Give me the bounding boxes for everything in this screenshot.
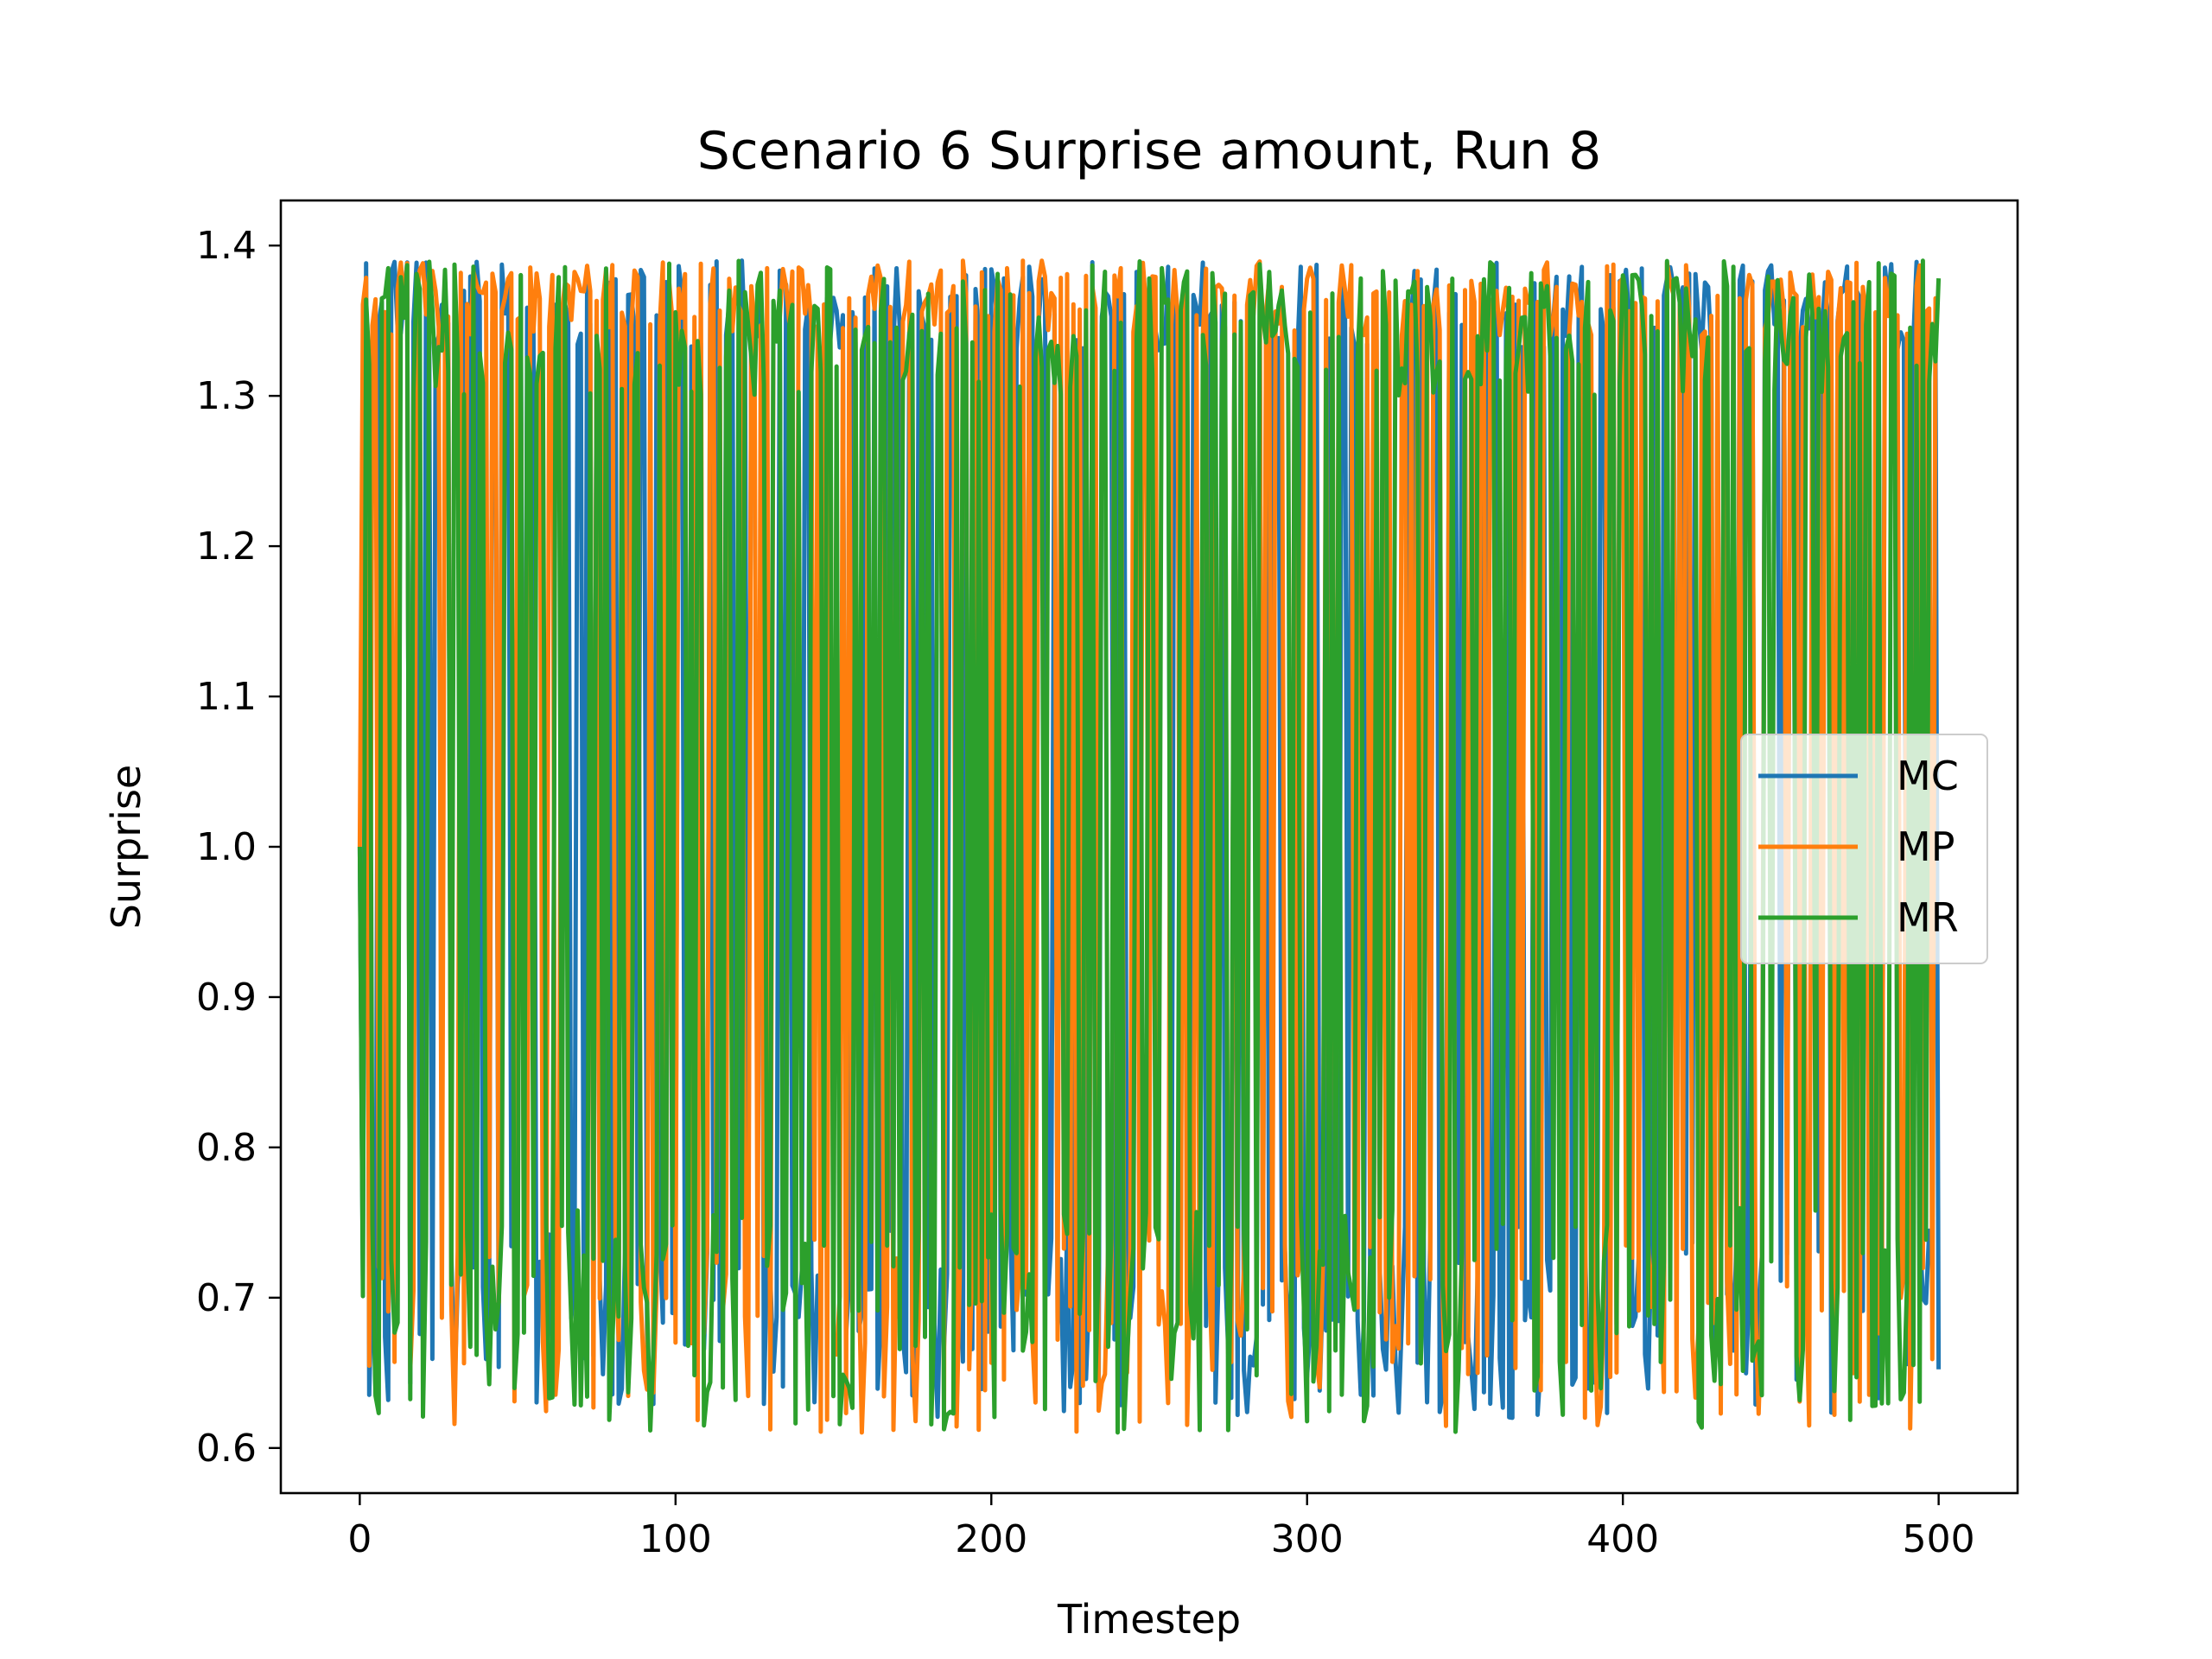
legend-label-mp: MP [1897, 823, 1955, 870]
x-axis: 0 100 200 300 400 500 [347, 1493, 1975, 1561]
x-tick-label: 100 [639, 1517, 712, 1561]
y-tick-label: 1.4 [196, 224, 257, 268]
series-lines [357, 258, 1942, 1435]
x-tick-label: 300 [1271, 1517, 1344, 1561]
legend: MC MP MR [1740, 734, 1988, 964]
legend-label-mc: MC [1897, 753, 1959, 799]
x-tick-label: 400 [1586, 1517, 1659, 1561]
y-tick-label: 0.9 [196, 976, 257, 1020]
y-tick-label: 1.3 [196, 374, 257, 418]
y-axis: 0.6 0.7 0.8 0.9 1.0 1.1 1.2 1.3 1.4 [196, 224, 281, 1471]
x-axis-label: Timestep [1057, 1596, 1241, 1643]
legend-box [1740, 734, 1988, 964]
y-tick-label: 0.6 [196, 1427, 257, 1471]
x-tick-label: 200 [955, 1517, 1027, 1561]
y-tick-label: 0.8 [196, 1126, 257, 1170]
legend-label-mr: MR [1897, 894, 1959, 941]
y-tick-label: 0.7 [196, 1276, 257, 1320]
series-line-mr [357, 258, 1942, 1435]
x-tick-label: 500 [1903, 1517, 1975, 1561]
y-tick-label: 1.0 [196, 825, 257, 869]
legend-items: MC MP MR [1758, 753, 1959, 941]
series-line-mp [357, 258, 1940, 1435]
x-tick-label: 0 [347, 1517, 372, 1561]
y-tick-label: 1.2 [196, 524, 257, 569]
chart-title: Scenario 6 Surprise amount, Run 8 [697, 121, 1602, 181]
y-tick-label: 1.1 [196, 675, 257, 719]
y-axis-label: Surprise [103, 765, 149, 929]
